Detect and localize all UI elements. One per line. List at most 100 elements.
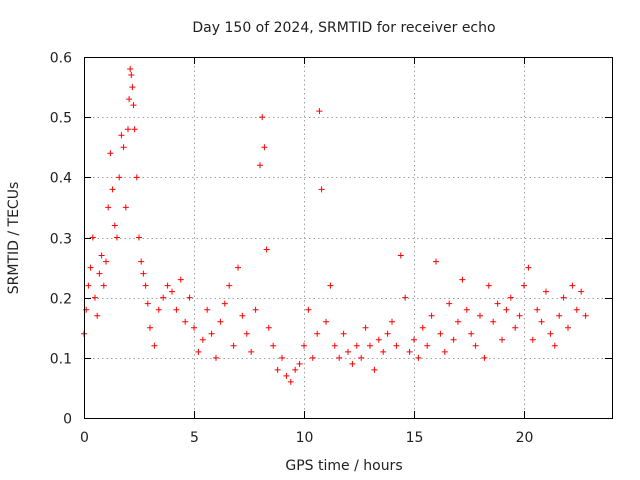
data-point (336, 354, 343, 361)
data-point (301, 342, 307, 349)
grid-layer (84, 57, 612, 418)
data-point (111, 222, 118, 229)
data-point (118, 132, 125, 139)
data-point (144, 300, 151, 307)
data-point (85, 282, 92, 289)
data-point (349, 360, 356, 367)
data-point (239, 312, 246, 319)
data-point (151, 342, 158, 349)
data-point (551, 342, 558, 349)
chart-title: Day 150 of 2024, SRMTID for receiver ech… (192, 20, 495, 36)
data-point (116, 174, 123, 181)
data-point (126, 96, 133, 103)
data-point (525, 264, 532, 271)
data-point (424, 342, 431, 349)
plot-frame (84, 57, 613, 419)
y-tick-label: 0 (63, 412, 72, 428)
data-point (120, 144, 127, 151)
data-point (133, 174, 140, 181)
data-point (331, 342, 338, 349)
data-point (94, 312, 101, 319)
data-point (512, 324, 519, 331)
x-axis-label: GPS time / hours (285, 458, 402, 474)
data-point (173, 306, 180, 313)
y-tick-label: 0.2 (50, 292, 72, 308)
data-point (114, 234, 120, 241)
data-point (100, 282, 107, 289)
data-point (191, 324, 197, 331)
data-point (534, 306, 541, 313)
data-point (96, 270, 103, 277)
data-point (543, 288, 549, 295)
data-point (296, 360, 303, 367)
data-point (309, 354, 316, 361)
data-point (235, 264, 241, 271)
data-point (521, 282, 527, 289)
y-tick-label: 0.6 (50, 51, 72, 67)
data-point (485, 282, 492, 289)
data-point (419, 324, 426, 331)
data-point (131, 126, 138, 133)
data-point (125, 126, 131, 133)
data-point (406, 348, 413, 355)
data-point (556, 312, 563, 319)
data-point (529, 336, 536, 343)
x-tick-label: 20 (516, 430, 534, 446)
data-point (221, 300, 228, 307)
data-point (547, 330, 554, 337)
data-point (279, 354, 285, 361)
data-point (92, 294, 98, 301)
data-point (130, 102, 137, 109)
data-point (340, 330, 347, 337)
data-point (375, 336, 382, 343)
data-point (468, 330, 475, 337)
data-point (274, 366, 281, 373)
data-point (217, 318, 224, 325)
data-point (358, 354, 365, 361)
data-point (578, 288, 585, 295)
data-point (503, 306, 510, 313)
data-point (199, 336, 206, 343)
data-point (283, 372, 290, 379)
data-point (160, 294, 167, 301)
data-point (323, 318, 329, 325)
data-point (397, 252, 404, 259)
data-point (107, 150, 114, 157)
data-point (538, 318, 545, 325)
data-point (565, 324, 571, 331)
data-point (316, 108, 323, 115)
data-point (127, 66, 134, 73)
data-point (263, 246, 270, 253)
data-point (129, 84, 136, 91)
data-point (446, 300, 453, 307)
data-point (109, 186, 116, 193)
data-point (481, 354, 488, 361)
data-point (261, 144, 268, 151)
y-tick-label: 0.3 (50, 232, 72, 248)
data-point (87, 264, 94, 271)
data-point (560, 294, 567, 301)
data-point (411, 336, 417, 343)
data-point (204, 306, 211, 313)
data-point (516, 312, 523, 319)
data-point (103, 258, 109, 265)
data-point (265, 324, 272, 331)
data-point (213, 354, 219, 361)
data-point (499, 336, 505, 343)
data-point (140, 270, 147, 277)
data-point (243, 330, 250, 337)
data-point (362, 324, 369, 331)
data-point (367, 342, 373, 349)
data-point (287, 378, 294, 385)
data-point (318, 186, 325, 193)
data-point (393, 342, 400, 349)
data-point (371, 366, 378, 373)
data-point (147, 324, 153, 331)
data-point (89, 234, 96, 241)
data-point (569, 282, 576, 289)
data-point (259, 114, 266, 121)
data-point (138, 258, 145, 265)
data-point (128, 72, 135, 79)
data-point (433, 258, 439, 265)
